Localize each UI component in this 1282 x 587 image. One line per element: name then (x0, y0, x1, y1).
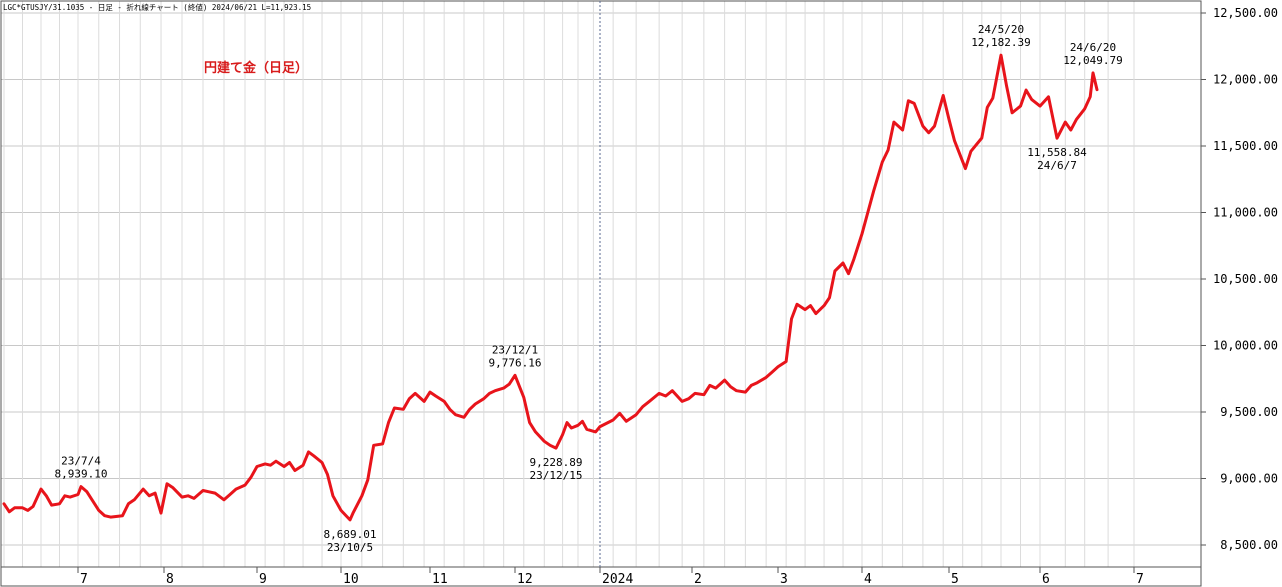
annotation-label: 24/6/7 (1037, 159, 1077, 172)
annotation-label: 12,182.39 (971, 36, 1031, 49)
x-tick-label: 7 (80, 572, 88, 587)
gridlines (1, 1, 1201, 567)
y-axis-ticks: 8,500.00 9,000.00 9,500.00 10,000.00 10,500.… (1201, 6, 1278, 552)
annotation-label: 8,689.01 (324, 528, 377, 541)
y-tick-label: 8,500.00 (1220, 538, 1278, 552)
y-tick-label: 10,500.00 (1213, 272, 1278, 286)
annotation-label: 24/5/20 (978, 23, 1024, 36)
x-tick-label: 9 (259, 572, 267, 587)
x-axis-ticks: 7 8 9 10 11 12 2024 2 3 4 5 6 7 (77, 567, 1144, 587)
x-tick-label: 2024 (602, 572, 633, 587)
y-tick-label: 9,000.00 (1220, 472, 1278, 486)
y-tick-label: 10,000.00 (1213, 339, 1278, 353)
x-tick-label: 5 (951, 572, 959, 587)
annotation-label: 9,776.16 (489, 356, 542, 369)
x-tick-label: 4 (864, 572, 872, 587)
x-tick-label: 3 (780, 572, 788, 587)
annotation-label: 23/10/5 (327, 541, 373, 554)
y-tick-label: 11,500.00 (1213, 139, 1278, 153)
y-tick-label: 9,500.00 (1220, 405, 1278, 419)
x-tick-label: 11 (432, 572, 448, 587)
x-tick-label: 2 (694, 572, 702, 587)
y-tick-label: 12,500.00 (1213, 6, 1278, 20)
x-tick-label: 7 (1136, 572, 1144, 587)
x-tick-label: 10 (343, 572, 359, 587)
y-tick-label: 12,000.00 (1213, 73, 1278, 87)
annotation-label: 24/6/20 (1070, 41, 1116, 54)
annotation-label: 11,558.84 (1027, 146, 1087, 159)
annotation-label: 9,228.89 (530, 456, 583, 469)
x-tick-label: 12 (517, 572, 533, 587)
annotation-label: 8,939.10 (54, 468, 107, 481)
y-tick-label: 11,000.00 (1213, 206, 1278, 220)
annotation-label: 23/7/4 (61, 455, 101, 468)
annotation-label: 23/12/15 (530, 469, 583, 482)
x-tick-label: 6 (1042, 572, 1050, 587)
price-line (2, 53, 1099, 522)
chart-title: 円建て金（日足） (204, 60, 308, 76)
annotation-label: 12,049.79 (1063, 54, 1123, 67)
x-tick-label: 8 (166, 572, 174, 587)
annotation-label: 23/12/1 (492, 343, 538, 356)
chart-header: LGC*GTUSJY/31.1035 - 日足 - 折れ線チャート (終値) 2… (3, 2, 311, 12)
